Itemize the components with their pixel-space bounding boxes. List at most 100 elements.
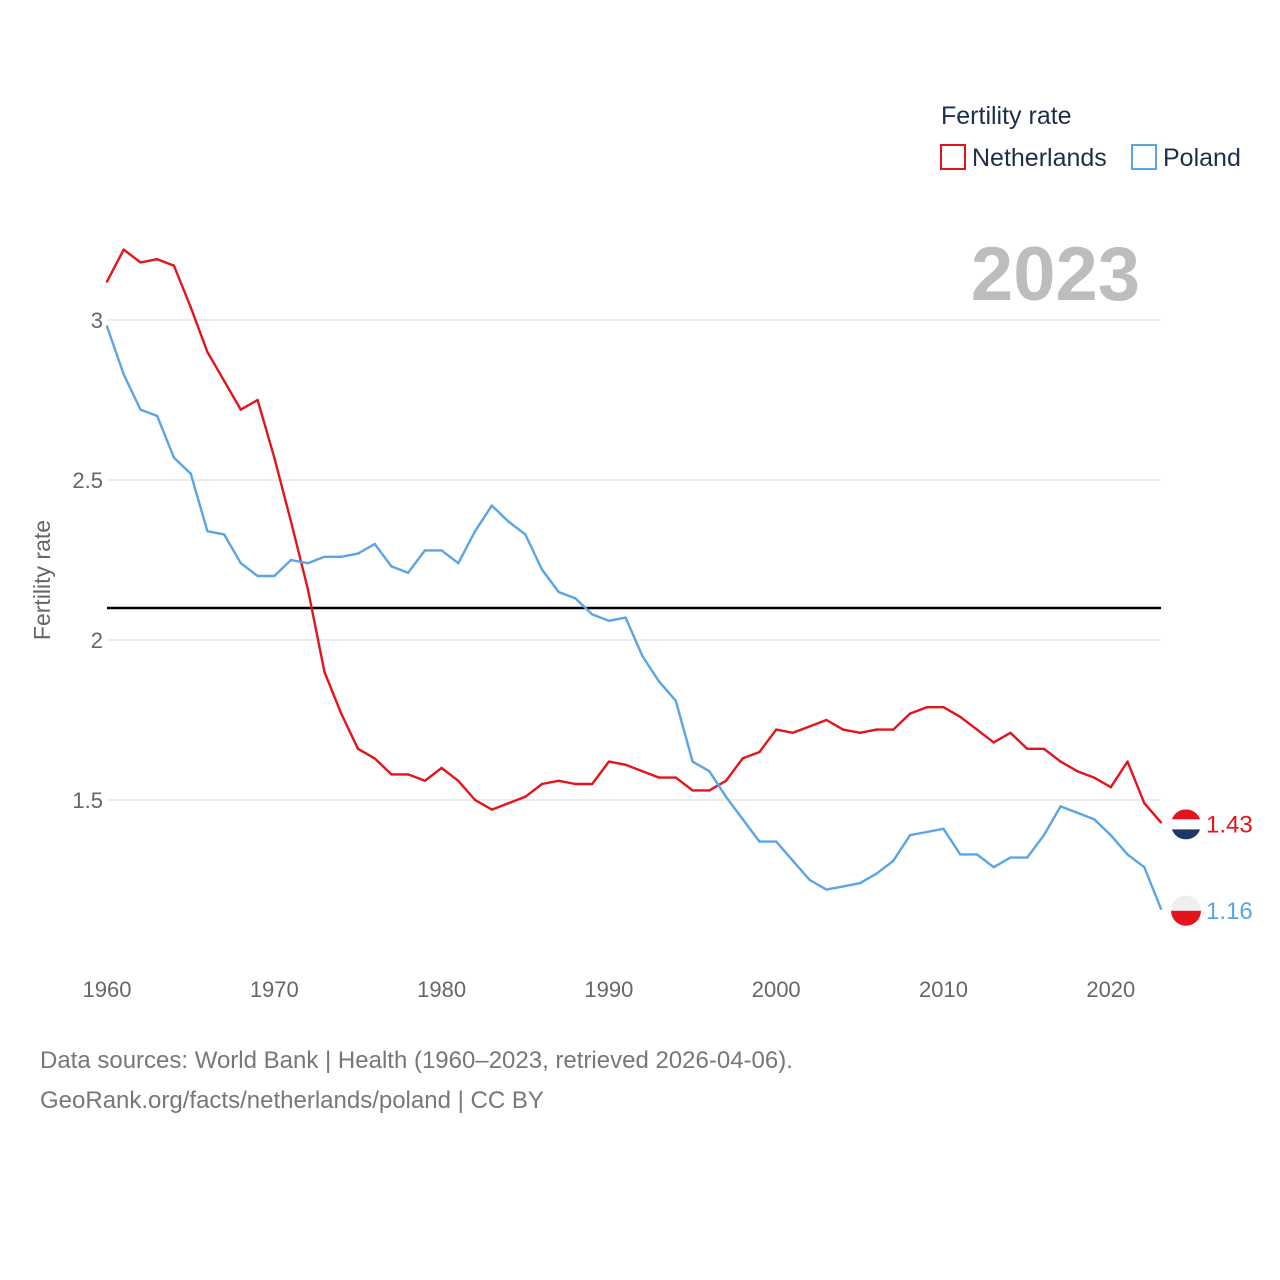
data-point-netherlands: [1026, 747, 1029, 750]
data-point-netherlands: [724, 779, 728, 782]
data-point-netherlands: [524, 795, 527, 798]
data-point-poland: [1026, 856, 1029, 859]
data-point-poland: [691, 760, 694, 763]
legend-title: Fertility rate: [941, 102, 1072, 130]
data-point-poland: [557, 590, 560, 594]
data-point-poland: [908, 834, 912, 837]
data-point-poland: [657, 680, 661, 683]
data-points: [105, 248, 1163, 910]
data-point-netherlands: [373, 757, 376, 760]
data-point-netherlands: [791, 731, 795, 734]
data-point-poland: [1009, 856, 1012, 859]
x-tick-label: 1990: [584, 977, 633, 1002]
data-point-poland: [1143, 866, 1146, 869]
data-point-poland: [808, 878, 811, 882]
data-point-poland: [390, 565, 393, 568]
data-point-poland: [975, 853, 979, 856]
data-point-netherlands: [340, 712, 343, 715]
series-line-poland: [105, 326, 1163, 910]
legend-swatch-netherlands: [940, 144, 966, 170]
data-point-netherlands: [189, 306, 192, 309]
data-point-netherlands: [808, 725, 811, 728]
data-point-poland: [1059, 805, 1062, 808]
data-point-poland: [373, 542, 376, 546]
data-point-poland: [206, 530, 209, 533]
data-point-netherlands: [942, 706, 945, 709]
end-value-poland: 1.16: [1206, 898, 1253, 925]
data-point-poland: [507, 520, 510, 523]
data-point-netherlands: [892, 728, 895, 731]
legend-label-netherlands[interactable]: Netherlands: [972, 144, 1107, 172]
data-point-netherlands: [473, 798, 477, 802]
data-point-poland: [959, 853, 962, 856]
x-tick-label: 1970: [250, 977, 299, 1002]
data-point-poland: [406, 571, 410, 574]
y-gridlines: [107, 319, 1161, 801]
legend-label-poland[interactable]: Poland: [1163, 144, 1241, 172]
data-point-poland: [306, 562, 309, 565]
data-point-netherlands: [440, 766, 443, 770]
data-point-netherlands: [139, 261, 142, 264]
data-point-poland: [624, 616, 627, 619]
data-point-poland: [239, 562, 242, 565]
x-tick-label: 2000: [752, 977, 801, 1002]
series-line-netherlands: [105, 248, 1162, 824]
data-point-poland: [674, 699, 677, 702]
data-point-netherlands: [273, 456, 276, 459]
data-point-netherlands: [239, 408, 242, 411]
data-point-poland: [139, 408, 142, 411]
data-point-netherlands: [691, 789, 694, 792]
data-point-netherlands: [172, 264, 176, 267]
data-point-poland: [122, 373, 125, 376]
data-point-netherlands: [741, 757, 744, 760]
data-point-netherlands: [256, 398, 259, 402]
data-point-netherlands: [908, 712, 912, 715]
data-point-poland: [256, 574, 259, 578]
x-axis-ticks: 1960 1970 1980 1990 2000 2010 2020: [83, 977, 1136, 1002]
data-point-poland: [423, 549, 427, 552]
data-point-netherlands: [1143, 802, 1146, 805]
data-point-netherlands: [1109, 786, 1113, 789]
data-point-netherlands: [775, 728, 778, 731]
y-tick-label: 2.5: [72, 468, 103, 493]
data-point-netherlands: [1092, 776, 1096, 779]
data-point-poland: [892, 859, 895, 862]
data-point-poland: [1092, 818, 1096, 821]
data-point-poland: [1076, 811, 1079, 814]
y-tick-label: 2: [91, 628, 103, 653]
data-point-poland: [356, 552, 360, 555]
data-point-netherlands: [105, 280, 109, 283]
data-point-poland: [105, 325, 109, 328]
data-point-netherlands: [1009, 731, 1012, 734]
data-point-netherlands: [356, 747, 360, 750]
data-point-netherlands: [289, 520, 293, 523]
netherlands-flag-icon: [1171, 809, 1201, 840]
data-point-netherlands: [708, 789, 711, 792]
data-point-netherlands: [1126, 760, 1129, 763]
data-point-netherlands: [457, 779, 460, 782]
data-point-poland: [222, 533, 226, 536]
data-point-poland: [708, 770, 711, 773]
data-point-poland: [172, 456, 176, 459]
data-point-poland: [1159, 907, 1163, 910]
data-point-netherlands: [1159, 821, 1163, 824]
data-point-netherlands: [557, 779, 560, 782]
end-value-netherlands: 1.43: [1206, 811, 1253, 838]
data-point-poland: [490, 504, 493, 507]
poland-flag-icon: [1171, 895, 1201, 926]
data-point-netherlands: [674, 776, 677, 779]
data-point-netherlands: [825, 718, 828, 722]
data-point-netherlands: [657, 776, 661, 779]
data-point-netherlands: [591, 782, 594, 786]
data-point-poland: [875, 872, 878, 875]
data-point-netherlands: [323, 670, 326, 674]
data-point-poland: [273, 574, 276, 578]
x-tick-label: 2020: [1086, 977, 1135, 1002]
data-point-netherlands: [222, 379, 226, 382]
data-point-netherlands: [540, 782, 544, 786]
data-point-poland: [791, 859, 795, 862]
attribution-line[interactable]: GeoRank.org/facts/netherlands/poland | C…: [40, 1087, 544, 1114]
y-tick-label: 1.5: [72, 788, 103, 813]
data-point-netherlands: [875, 728, 878, 731]
